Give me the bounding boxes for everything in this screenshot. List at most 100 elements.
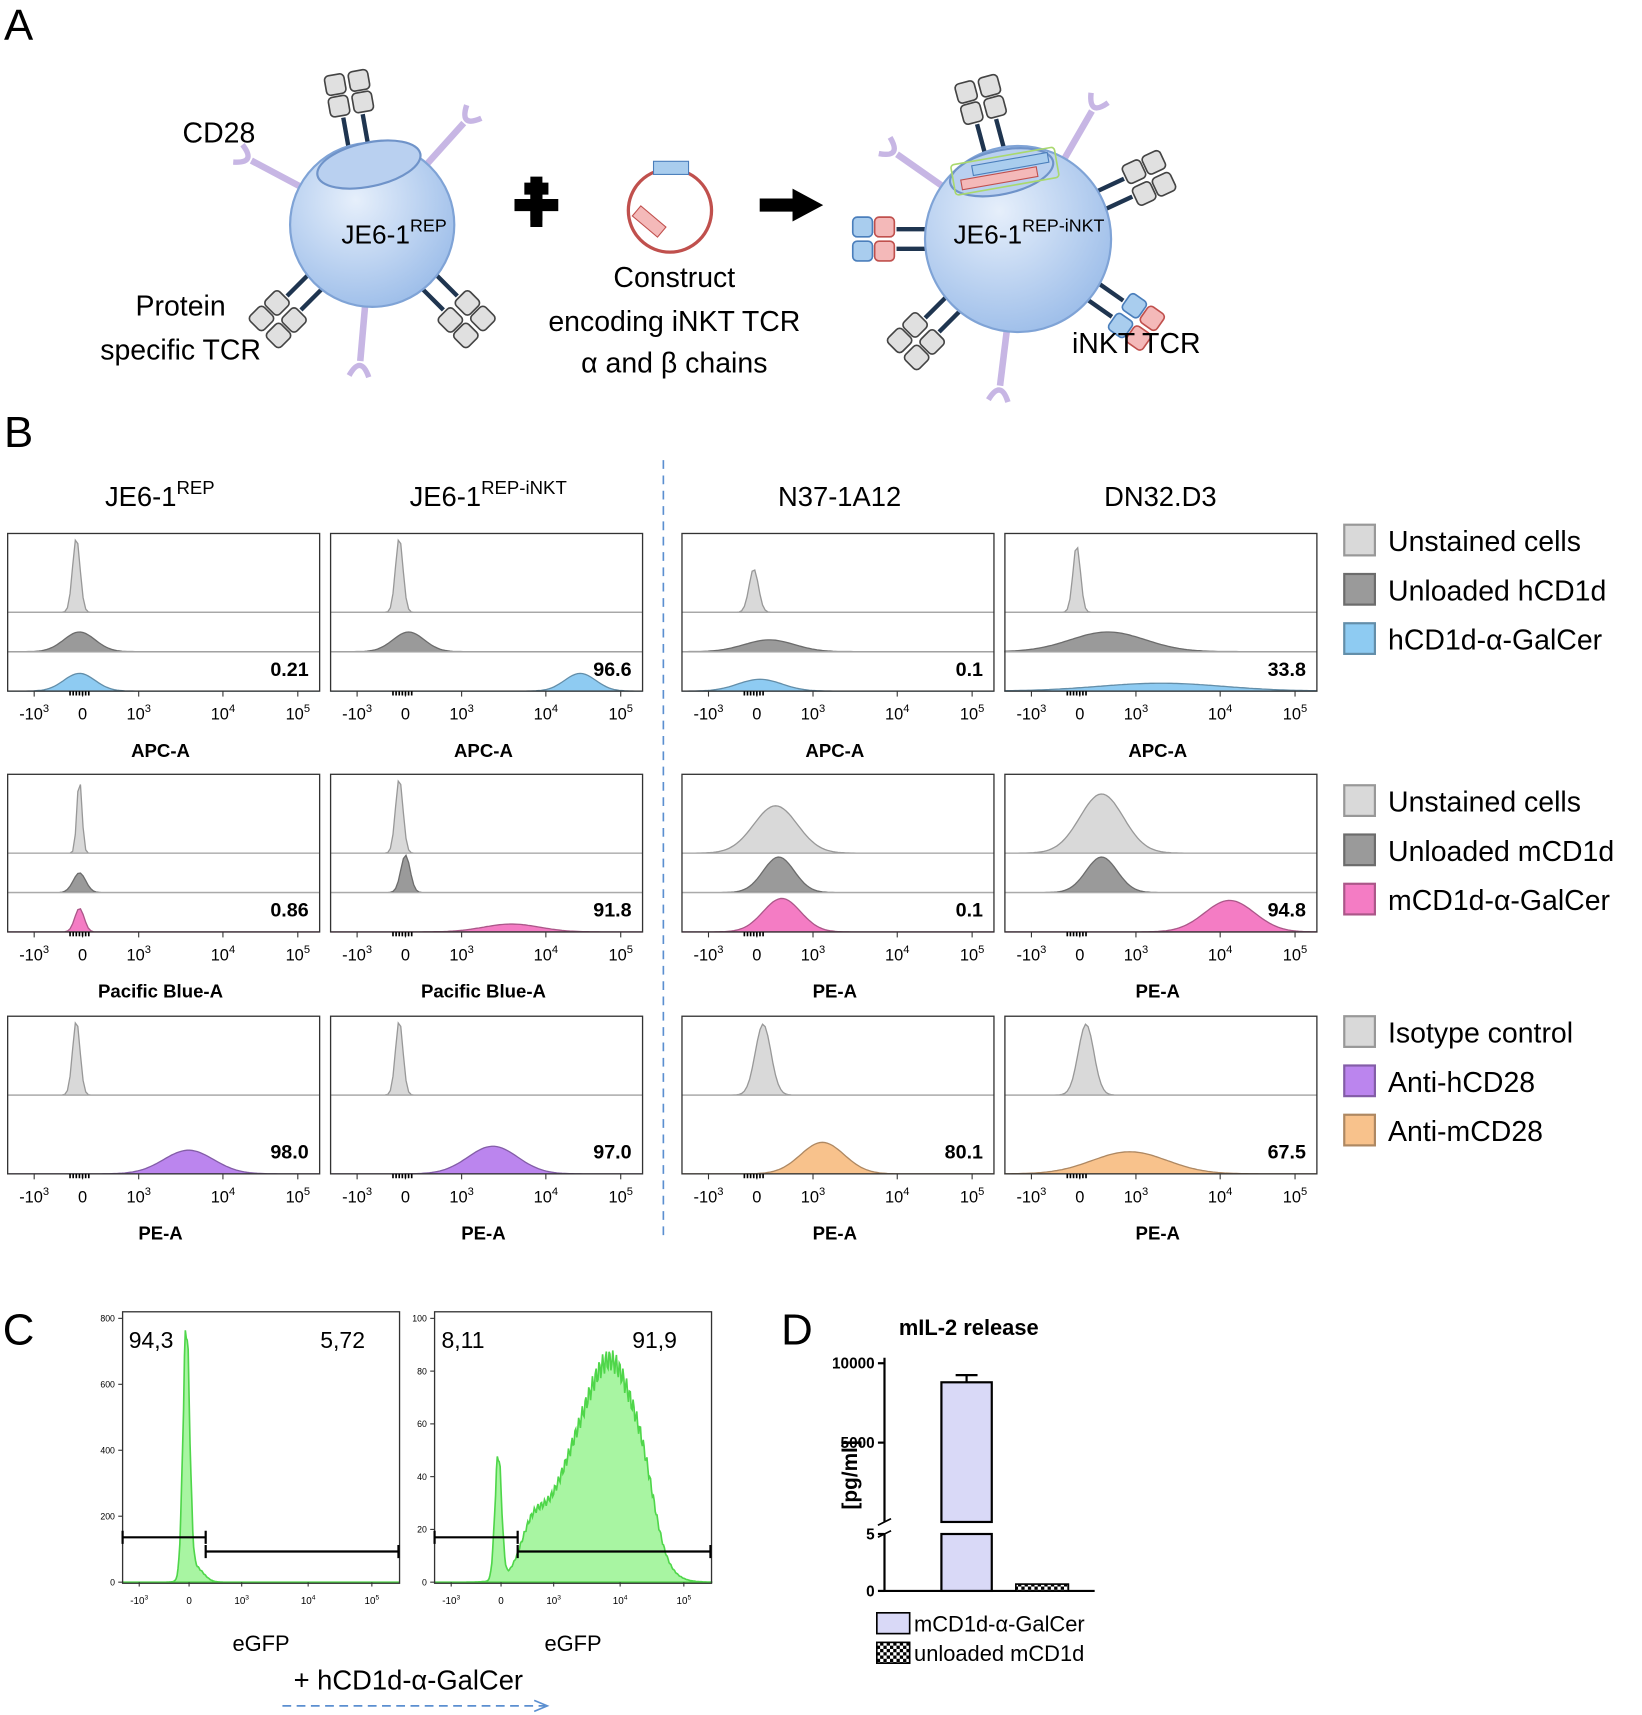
caption: + hCD1d-α-GalCer bbox=[294, 1664, 523, 1695]
y-tick-label: 5 bbox=[866, 1526, 875, 1543]
axis-label: APC-A bbox=[805, 740, 864, 761]
text-base: 10 bbox=[286, 946, 304, 964]
histogram bbox=[1004, 631, 1317, 653]
tcr-domain bbox=[977, 73, 1002, 98]
histogram bbox=[681, 897, 994, 933]
text-sup: 3 bbox=[1142, 1186, 1148, 1198]
x-tick-label: 105 bbox=[1283, 703, 1307, 723]
text-base: -10 bbox=[442, 1596, 457, 1607]
x-tick-label: 0 bbox=[1075, 706, 1084, 724]
column-header: DN32.D3 bbox=[1104, 481, 1217, 512]
text-sup: 4 bbox=[229, 944, 235, 956]
text-sup: 4 bbox=[903, 1186, 909, 1198]
legend-swatch bbox=[1343, 833, 1376, 867]
x-tick-label: 105 bbox=[608, 944, 632, 964]
x-tick-label: 103 bbox=[546, 1595, 561, 1607]
histogram bbox=[681, 639, 994, 653]
gate-value: 91,9 bbox=[632, 1327, 677, 1353]
histogram bbox=[681, 678, 994, 692]
text-base: 0 bbox=[752, 1188, 761, 1206]
x-tick-label: 103 bbox=[449, 703, 473, 723]
x-tick-label: 103 bbox=[801, 703, 825, 723]
tcr-domain bbox=[248, 305, 275, 332]
text-sup: 3 bbox=[1040, 944, 1046, 956]
panel-label: B bbox=[4, 408, 33, 457]
tcr-domain bbox=[469, 305, 496, 332]
x-tick-label: 105 bbox=[1283, 944, 1307, 964]
cd28-stalk bbox=[356, 304, 369, 362]
chart-title: mIL-2 release bbox=[899, 1315, 1039, 1340]
text-sup: 5 bbox=[1301, 1186, 1307, 1198]
axis-label: PE-A bbox=[138, 1223, 182, 1244]
text-sup: 3 bbox=[145, 703, 151, 715]
x-tick-label: -103 bbox=[19, 703, 49, 723]
percentage: 80.1 bbox=[945, 1142, 983, 1164]
text-base: 10 bbox=[885, 1188, 903, 1206]
plot-frame bbox=[329, 532, 644, 692]
column-header: JE6-1REP-iNKT bbox=[410, 477, 567, 512]
text-base: 10 bbox=[534, 946, 552, 964]
text-base: 10 bbox=[534, 1188, 552, 1206]
percentage: 97.0 bbox=[593, 1142, 631, 1164]
text-sup: 3 bbox=[1040, 703, 1046, 715]
text-base: JE6-1 bbox=[341, 219, 410, 249]
text-sup: 3 bbox=[366, 944, 372, 956]
legend-label: Isotype control bbox=[1388, 1017, 1573, 1049]
text-sup: 5 bbox=[627, 1186, 633, 1198]
x-tick-label: 105 bbox=[608, 703, 632, 723]
text-sup: 3 bbox=[43, 703, 49, 715]
text-sup: 5 bbox=[1301, 944, 1307, 956]
legend-swatch bbox=[876, 1641, 911, 1664]
text-base: 10 bbox=[608, 946, 626, 964]
text-sup: 4 bbox=[1226, 944, 1232, 956]
axis-label: eGFP bbox=[544, 1631, 601, 1656]
text-base: 10 bbox=[234, 1596, 245, 1607]
text-sup: REP bbox=[410, 216, 447, 236]
text-sup: 5 bbox=[304, 703, 310, 715]
x-tick-label: -103 bbox=[1016, 1186, 1046, 1206]
plot-frame bbox=[681, 1015, 995, 1175]
text-sup: 5 bbox=[304, 944, 310, 956]
percentage: 0.1 bbox=[956, 659, 983, 681]
text-base: 10 bbox=[211, 706, 229, 724]
text-base: -10 bbox=[694, 706, 718, 724]
legend-label: Unloaded mCD1d bbox=[1388, 836, 1614, 868]
text-base: 0 bbox=[78, 946, 87, 964]
legend-label: Anti-mCD28 bbox=[1388, 1116, 1543, 1148]
x-tick-label: 104 bbox=[885, 703, 909, 723]
tcr-glyph bbox=[851, 216, 928, 262]
cd28-head bbox=[462, 104, 483, 124]
histogram bbox=[330, 923, 643, 933]
text-base: 10 bbox=[1124, 1188, 1142, 1206]
percentage: 67.5 bbox=[1268, 1142, 1306, 1164]
plot-frame bbox=[7, 773, 321, 933]
text-sup: 5 bbox=[304, 1186, 310, 1198]
tcr-stalk bbox=[420, 286, 445, 312]
legend-label: hCD1d-α-GalCer bbox=[1388, 625, 1602, 657]
histogram bbox=[7, 538, 320, 613]
y-tick-label: 60 bbox=[417, 1419, 427, 1429]
text-base: 10 bbox=[960, 706, 978, 724]
text-sup: 5 bbox=[375, 1595, 379, 1602]
histogram bbox=[330, 853, 643, 894]
text-sup: REP-iNKT bbox=[481, 477, 567, 498]
legend-label: unloaded mCD1d bbox=[914, 1641, 1084, 1666]
tcr-glyph bbox=[886, 294, 963, 371]
x-tick-label: 105 bbox=[286, 944, 310, 964]
text-base: -10 bbox=[1016, 1188, 1040, 1206]
text-base: 10 bbox=[449, 706, 467, 724]
text-base: 10 bbox=[1283, 1188, 1301, 1206]
plot-frame bbox=[681, 773, 995, 933]
tcr-domain bbox=[327, 94, 351, 118]
legend-swatch bbox=[876, 1611, 911, 1635]
text-sup: 3 bbox=[1142, 703, 1148, 715]
y-tick-label: 40 bbox=[417, 1472, 427, 1482]
text-base: 10 bbox=[546, 1596, 557, 1607]
plasmid-insert bbox=[652, 160, 690, 175]
legend-swatch bbox=[1343, 1064, 1376, 1098]
tcr-glyph bbox=[1085, 281, 1166, 351]
text-sup: REP bbox=[176, 477, 214, 498]
histogram bbox=[681, 856, 994, 894]
tcr-domain bbox=[886, 327, 913, 354]
text-base: 0 bbox=[752, 946, 761, 964]
